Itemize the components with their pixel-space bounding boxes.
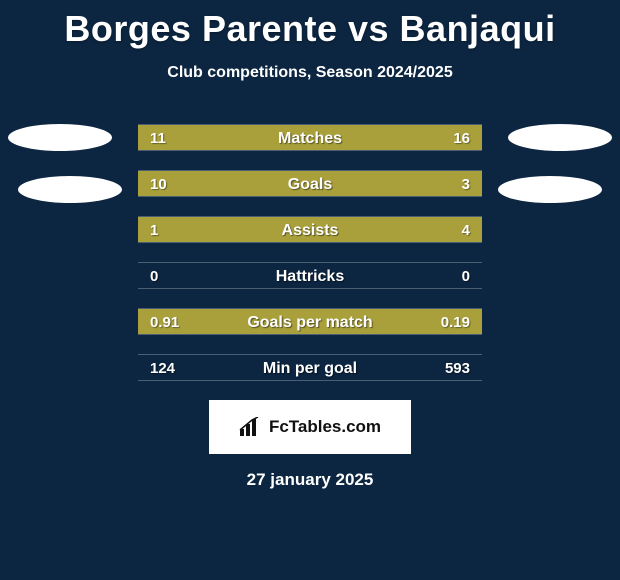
stat-label: Matches xyxy=(138,125,482,152)
stat-row: 124593Min per goal xyxy=(138,354,482,381)
avatar-right-1 xyxy=(508,124,612,151)
stat-row: 103Goals xyxy=(138,170,482,197)
date-text: 27 january 2025 xyxy=(0,470,620,490)
stat-label: Goals per match xyxy=(138,309,482,336)
avatar-left-1 xyxy=(8,124,112,151)
brand-text: FcTables.com xyxy=(269,417,381,437)
brand-logo-icon xyxy=(239,417,263,437)
stat-label: Min per goal xyxy=(138,355,482,382)
avatar-right-2 xyxy=(498,176,602,203)
stat-row: 0.910.19Goals per match xyxy=(138,308,482,335)
page-title: Borges Parente vs Banjaqui xyxy=(0,0,620,50)
stat-row: 1116Matches xyxy=(138,124,482,151)
stat-row: 00Hattricks xyxy=(138,262,482,289)
stat-label: Goals xyxy=(138,171,482,198)
brand-box: FcTables.com xyxy=(209,400,411,454)
stat-row: 14Assists xyxy=(138,216,482,243)
stat-label: Assists xyxy=(138,217,482,244)
comparison-chart: 1116Matches 103Goals 14Assists 00Hattricks 0… xyxy=(0,124,620,381)
avatar-left-2 xyxy=(18,176,122,203)
subtitle: Club competitions, Season 2024/2025 xyxy=(0,64,620,82)
stat-label: Hattricks xyxy=(138,263,482,290)
bars-container: 1116Matches 103Goals 14Assists 00Hattricks 0… xyxy=(138,124,482,381)
